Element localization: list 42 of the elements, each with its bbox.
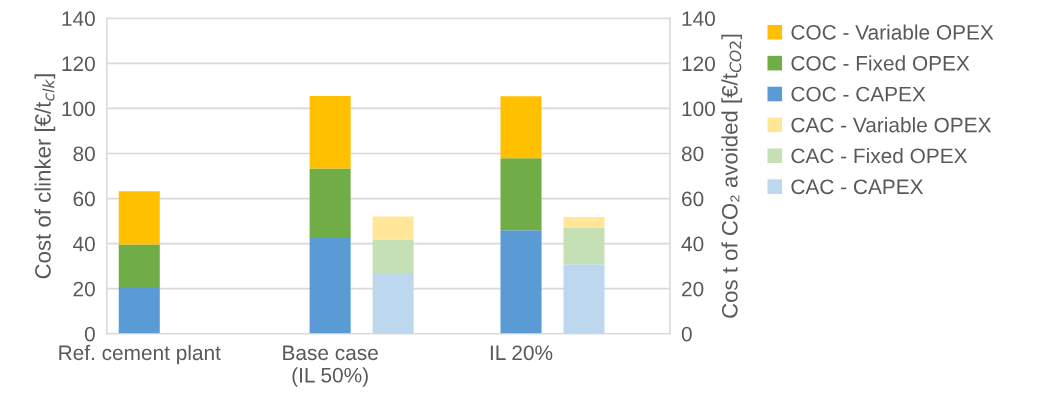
y2-tick-label: 60 (682, 191, 704, 207)
bar (372, 272, 414, 334)
legend-label: COC - CAPEX (791, 86, 926, 102)
y2-tick-label: 80 (681, 146, 704, 162)
legend-label: CAC - Variable OPEX (791, 117, 992, 133)
y2-tick-label: 120 (682, 56, 715, 72)
y2-axis-title: Cos t of CO₂ avoided [€/t$_{CO2}$] (721, 34, 743, 318)
y-axis-title: Cost of clinker [€/t$_{clk}$] (34, 74, 56, 279)
legend-label: COC - Fixed OPEX (791, 55, 970, 71)
y2-tick-label: 20 (682, 281, 704, 297)
y2-tick-label: 0 (681, 326, 692, 342)
bar (500, 96, 542, 159)
y-tick-label: 20 (73, 281, 95, 297)
bar (500, 158, 542, 231)
x-tick-label: IL 20% (490, 345, 553, 361)
y-tick-label: 60 (73, 191, 95, 207)
y-tick-label: 40 (73, 236, 95, 252)
y2-tick-label: 40 (681, 236, 704, 252)
y2-tick-label: 140 (682, 11, 715, 27)
y-tick-label: 120 (62, 56, 95, 72)
y2-tick-label: 100 (682, 101, 715, 117)
y-tick-label: 140 (62, 11, 95, 27)
bar (563, 264, 605, 334)
legend-label: CAC - Fixed OPEX (791, 147, 968, 164)
bar (500, 230, 542, 334)
bar (563, 217, 605, 228)
bar (563, 227, 605, 265)
y-tick-label: 100 (62, 101, 95, 117)
y-tick-label: 0 (84, 326, 95, 342)
y-tick-label: 80 (73, 146, 95, 162)
bar (372, 216, 414, 240)
x-tick-label: Ref. cement plant (59, 344, 221, 365)
bar (118, 244, 160, 288)
bar (372, 239, 414, 273)
bar (118, 287, 160, 334)
bar (309, 96, 351, 169)
legend-label: CAC - CAPEX (791, 179, 924, 195)
bar (309, 237, 351, 334)
bar (118, 191, 160, 245)
bar (309, 168, 351, 238)
x-tick-label: Base case (IL 50%) (283, 345, 378, 387)
legend-label: COC - Variable OPEX (791, 24, 994, 40)
